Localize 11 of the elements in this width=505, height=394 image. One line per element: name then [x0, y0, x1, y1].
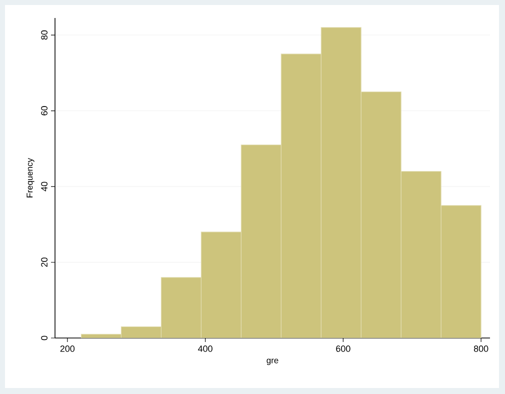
- y-tick-label: 20: [41, 258, 48, 267]
- x-tick-label: 800: [474, 346, 488, 352]
- y-tick-label: 0: [41, 336, 48, 340]
- x-tick-label: 600: [336, 346, 350, 352]
- x-tick-label: 200: [60, 346, 75, 352]
- x-axis-title: gre: [266, 358, 278, 366]
- y-tick-label: 80: [41, 30, 48, 40]
- x-tick-label: 400: [198, 346, 212, 352]
- y-tick-label: 40: [41, 182, 48, 192]
- y-axis-title: Frequency: [26, 158, 34, 198]
- y-tick-label: 60: [41, 106, 48, 116]
